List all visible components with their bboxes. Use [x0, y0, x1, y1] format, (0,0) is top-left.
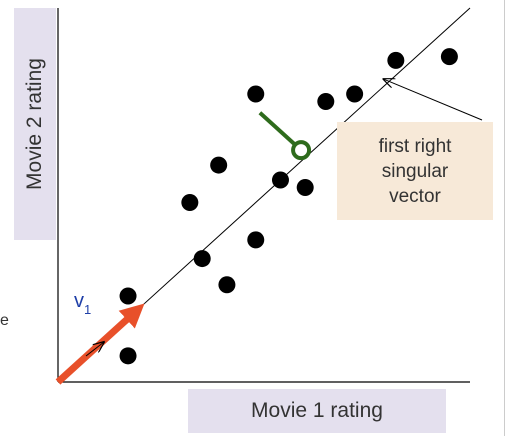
data-point-4: [193, 250, 211, 268]
projected-point: [291, 140, 312, 161]
data-point-7: [247, 231, 265, 249]
callout-line-3: vector: [389, 185, 441, 207]
y-axis-label-box: Movie 2 rating: [14, 8, 56, 240]
data-point-11: [317, 93, 335, 110]
data-point-9: [271, 171, 289, 189]
callout-line-1: first right: [378, 135, 452, 157]
data-point-14: [440, 48, 458, 66]
callout-line-2: singular: [381, 160, 449, 182]
data-point-8: [247, 85, 265, 103]
data-points: [119, 48, 458, 365]
v1-small-arrow: [85, 342, 104, 357]
annotation-arrow: [383, 79, 483, 121]
v1-label-main: v: [74, 290, 84, 312]
data-point-10: [296, 179, 314, 197]
data-point-6: [218, 276, 236, 294]
data-point-5: [210, 156, 228, 174]
data-point-2: [119, 347, 137, 365]
v1-label-subscript: 1: [84, 302, 92, 317]
data-point-13: [387, 51, 405, 69]
data-point-1: [119, 287, 137, 305]
data-point-3: [181, 193, 199, 211]
right-edge-divider: [504, 0, 505, 436]
y-axis-label: Movie 2 rating: [23, 58, 46, 190]
data-point-12: [346, 85, 364, 103]
annotation-callout: first right singular vector: [337, 122, 493, 220]
x-axis-label: Movie 1 rating: [188, 389, 446, 433]
edge-text-fragment: e: [0, 312, 9, 329]
v1-label: v1: [74, 290, 91, 317]
